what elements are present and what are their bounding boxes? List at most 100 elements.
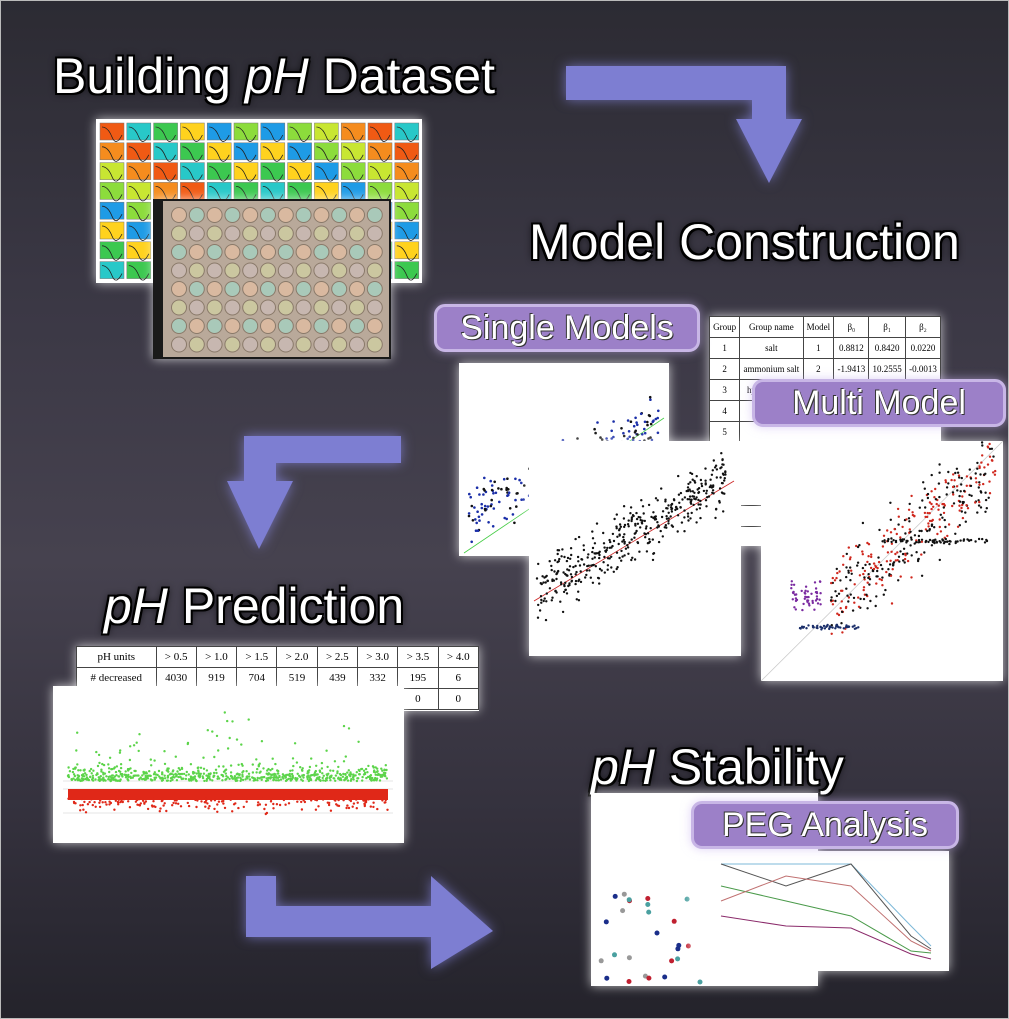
decor-point — [968, 493, 971, 497]
well — [206, 281, 223, 297]
decor-point — [714, 516, 717, 520]
well — [295, 207, 312, 223]
decor-point — [355, 779, 359, 783]
decor-point — [476, 510, 479, 513]
decor-point — [306, 777, 309, 781]
decor-point — [830, 632, 833, 635]
decor-point — [704, 483, 707, 486]
decor-point — [159, 777, 162, 780]
decor-point — [149, 758, 152, 761]
decor-point — [858, 544, 861, 547]
decor-point — [617, 542, 620, 546]
decor-point — [171, 804, 174, 807]
decor-point — [325, 776, 329, 780]
decor-point — [634, 416, 637, 420]
decor-point — [622, 535, 625, 539]
decor-point — [955, 467, 959, 470]
decor-point — [382, 771, 386, 774]
decor-point — [930, 490, 933, 493]
decor-point — [675, 956, 681, 962]
decor-point — [930, 519, 933, 523]
decor-point — [804, 585, 808, 588]
decor-point — [507, 493, 510, 497]
decor-point — [899, 538, 902, 541]
decor-point — [154, 805, 157, 809]
decor-point — [654, 417, 658, 421]
decor-point — [117, 798, 121, 801]
decor-point — [842, 627, 845, 630]
well — [242, 244, 259, 260]
decor-point — [113, 766, 116, 769]
decor-point — [979, 473, 982, 476]
heat-curve — [235, 166, 257, 182]
heat-curve — [396, 146, 418, 162]
decor-point — [229, 764, 233, 767]
decor-point — [646, 542, 650, 545]
decor-point — [986, 463, 990, 466]
decor-point — [146, 807, 150, 811]
decor-point — [67, 766, 70, 769]
decor-point — [355, 771, 358, 774]
decor-point — [202, 756, 205, 759]
decor-point — [585, 569, 589, 572]
decor-point — [545, 592, 548, 595]
prediction-plot — [53, 686, 404, 843]
decor-point — [959, 490, 962, 493]
decor-point — [977, 537, 981, 541]
decor-point — [958, 494, 961, 498]
decor-point — [246, 775, 249, 778]
decor-point — [159, 807, 162, 810]
decor-point — [899, 575, 902, 578]
decor-point — [244, 778, 247, 781]
decor-point — [881, 584, 884, 587]
decor-point — [689, 517, 692, 520]
decor-point — [480, 506, 484, 510]
decor-point — [644, 536, 647, 539]
decor-point — [139, 797, 142, 800]
heat-cell — [99, 221, 125, 240]
decor-point — [690, 511, 693, 515]
decor-point — [978, 500, 981, 504]
decor-point — [296, 777, 299, 780]
decor-point — [157, 769, 161, 773]
decor-point — [981, 444, 984, 447]
decor-point — [790, 587, 793, 590]
well — [260, 336, 276, 353]
decor-point — [588, 569, 591, 572]
decor-point — [867, 555, 870, 558]
decor-point — [196, 766, 199, 770]
decor-point — [385, 768, 388, 772]
decor-point — [863, 578, 866, 581]
decor-point — [102, 771, 105, 774]
decor-point — [695, 521, 698, 524]
decor-point — [339, 773, 343, 777]
decor-point — [178, 773, 181, 776]
decor-point — [282, 777, 285, 780]
heat-curve — [209, 146, 230, 162]
decor-point — [356, 801, 359, 804]
decor-point — [306, 772, 309, 775]
decor-point — [610, 437, 613, 440]
decor-point — [555, 577, 558, 581]
decor-point — [606, 568, 609, 571]
heat-curve — [209, 166, 230, 182]
decor-point — [711, 489, 715, 492]
decor-point — [805, 627, 808, 630]
decor-point — [70, 796, 73, 800]
decor-point — [968, 468, 971, 471]
decor-point — [515, 505, 518, 508]
well — [277, 281, 294, 297]
decor-point — [791, 598, 794, 601]
table-cell: 1 — [802, 337, 835, 359]
decor-point — [713, 466, 717, 469]
decor-point — [67, 797, 70, 800]
decor-point — [272, 802, 275, 806]
decor-point — [937, 482, 941, 485]
decor-point — [577, 535, 581, 539]
well — [171, 225, 187, 242]
decor-point — [355, 798, 358, 801]
decor-point — [288, 774, 291, 777]
decor-point — [643, 431, 647, 435]
decor-point — [518, 478, 521, 482]
